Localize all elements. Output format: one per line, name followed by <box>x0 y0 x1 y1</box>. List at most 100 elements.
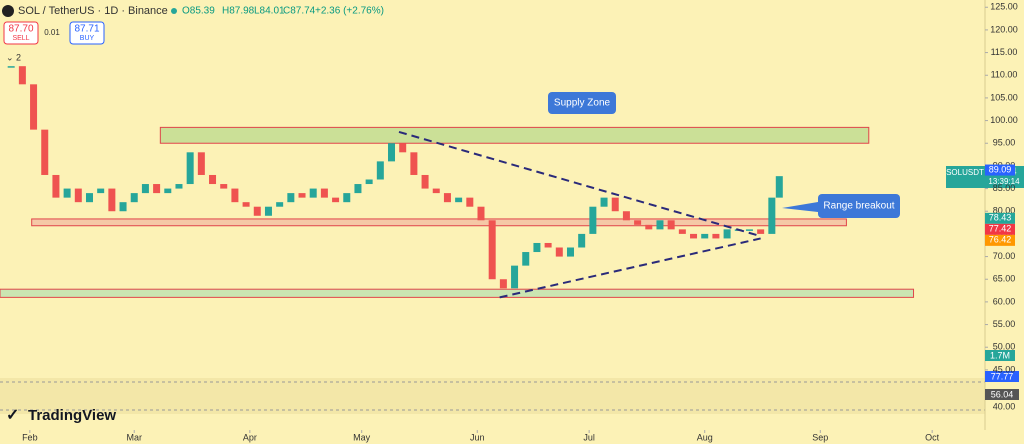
candle <box>522 252 530 266</box>
candle <box>432 188 440 194</box>
y-tick-label: 125.00 <box>990 2 1018 12</box>
price-label: 78.43 <box>989 213 1012 223</box>
candle <box>712 233 720 239</box>
candle <box>141 184 149 194</box>
rsi-pane <box>0 378 985 414</box>
candle <box>634 220 642 225</box>
candle <box>566 247 574 257</box>
candle <box>589 206 597 234</box>
status-dot <box>171 8 177 14</box>
x-tick-label: May <box>353 432 371 442</box>
countdown: 13:39:14 <box>988 177 1020 186</box>
candle <box>276 202 284 207</box>
candle <box>153 184 161 194</box>
candle <box>656 220 664 230</box>
layers-toggle[interactable]: ⌄ <box>6 52 14 62</box>
rsi-box <box>985 371 1019 382</box>
rsi-label: 77.77 <box>991 371 1014 381</box>
candle <box>667 220 675 230</box>
candle <box>119 202 127 212</box>
sell-price: 87.70 <box>8 24 33 35</box>
candle <box>130 193 138 203</box>
candle <box>175 184 183 189</box>
candle <box>186 152 194 185</box>
candle <box>533 242 541 253</box>
x-tick-label: Sep <box>812 432 828 442</box>
candle <box>108 188 116 212</box>
trendline <box>499 237 761 299</box>
candle <box>30 84 38 130</box>
candle <box>97 188 105 194</box>
candle <box>555 247 563 257</box>
y-tick-label: 85.00 <box>993 183 1016 193</box>
candle <box>7 66 15 68</box>
candle <box>775 176 783 198</box>
symbol-icon <box>2 5 14 17</box>
y-tick-label: 80.00 <box>993 206 1016 216</box>
candle <box>253 206 261 216</box>
buy-button[interactable] <box>69 21 105 45</box>
last-symbol: SOLUSDT <box>946 168 984 177</box>
candle <box>701 233 709 239</box>
y-tick-label: 115.00 <box>991 47 1018 57</box>
y-tick-label: 45.00 <box>993 364 1016 374</box>
annotation-box <box>818 194 900 218</box>
candle <box>209 174 217 185</box>
price-label-box <box>985 164 1015 176</box>
y-tick-label: 60.00 <box>993 296 1016 306</box>
candle <box>455 197 463 203</box>
candle <box>477 206 485 221</box>
candle <box>197 152 205 175</box>
candle <box>287 193 295 203</box>
candle <box>499 279 507 289</box>
annotation: Supply Zone <box>554 98 611 109</box>
spread: 0.01 <box>44 28 60 37</box>
sell-button[interactable] <box>3 21 39 45</box>
price-label-box <box>985 223 1015 235</box>
x-tick-label: Feb <box>22 432 38 442</box>
candle <box>264 206 272 216</box>
volume-label: 1.7M <box>990 350 1010 360</box>
price-label: 77.42 <box>989 224 1012 234</box>
candle <box>611 197 619 212</box>
zone <box>159 126 870 144</box>
brand: TradingView <box>28 407 116 424</box>
candle <box>466 197 474 207</box>
symbol: SOL / TetherUS · 1D · Binance <box>18 5 168 17</box>
candle <box>757 229 765 234</box>
candle <box>544 242 552 248</box>
candle <box>164 188 172 194</box>
candle <box>645 224 653 230</box>
trendline <box>398 130 761 238</box>
candle <box>578 233 586 248</box>
annotation-box <box>548 92 616 114</box>
y-tick-label: 120.00 <box>990 24 1018 34</box>
ohlc-high: H87.98 <box>222 6 255 17</box>
candle <box>723 229 731 239</box>
sell-label: SELL <box>12 35 29 42</box>
x-tick-label: Jun <box>470 432 485 442</box>
y-tick-label: 105.00 <box>990 92 1018 102</box>
candle <box>376 161 384 180</box>
candle <box>320 188 328 198</box>
candle <box>365 179 373 185</box>
ohlc-close: C87.74 <box>283 6 316 17</box>
candle <box>388 143 396 162</box>
candle <box>298 193 306 198</box>
y-tick-label: 95.00 <box>993 138 1016 148</box>
candle <box>745 229 753 231</box>
y-tick-label: 55.00 <box>993 319 1016 329</box>
rsi-box <box>985 389 1019 400</box>
candle <box>678 229 686 234</box>
candle <box>690 233 698 239</box>
candle <box>399 143 407 153</box>
candle <box>600 197 608 207</box>
rsi-label: 56.04 <box>991 389 1014 399</box>
ohlc-low: L84.01 <box>254 6 285 17</box>
y-tick-label: 100.00 <box>990 115 1018 125</box>
volume-box <box>985 350 1015 361</box>
candle <box>242 202 250 207</box>
candle <box>354 184 362 194</box>
annotation: Range breakout <box>823 201 894 212</box>
